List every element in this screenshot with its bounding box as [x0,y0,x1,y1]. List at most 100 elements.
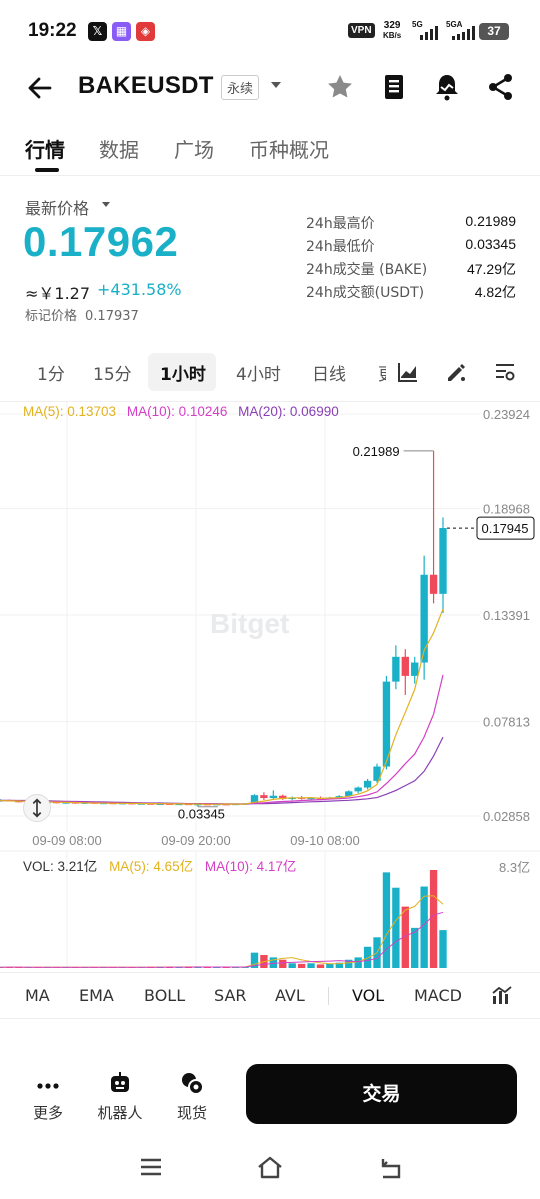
indicator-boll[interactable]: BOLL [144,986,186,1005]
indicator-ma[interactable]: MA [25,986,50,1005]
interval-15m[interactable]: 15分 [93,365,132,385]
candle-body [429,574,438,594]
volume-bar [401,906,409,968]
interval-1m[interactable]: 1分 [37,365,65,385]
expand-vertical-icon[interactable] [23,794,51,822]
volume-bar [288,963,296,968]
chart-settings-icon[interactable] [493,360,517,384]
vol-legend: VOL: 3.21亿 MA(5): 4.65亿 MA(10): 4.17亿 [23,855,304,875]
stat-value: 4.82亿 [474,284,516,300]
candle-body [222,804,230,806]
candle-body [279,795,287,799]
ma-legend: MA(5): 0.13703 MA(10): 0.10246 MA(20): 0… [23,404,346,419]
back-arrow-icon[interactable] [26,74,54,102]
indicator-sar[interactable]: SAR [214,986,247,1005]
tab-market[interactable]: 行情 [25,138,65,162]
price-axis-tick: 0.07813 [483,714,530,729]
stat-value: 0.21989 [465,213,516,229]
tab-square[interactable]: 广场 [174,138,214,162]
signal-label-1: 5G [412,20,423,29]
last-price-label[interactable]: 最新价格 [25,199,90,218]
candle-body [345,791,353,797]
candle-body [363,780,372,788]
mark-price-label: 标记价格 [25,309,78,324]
share-icon[interactable] [486,72,516,102]
draw-tool-icon[interactable] [444,360,468,384]
stat-label: 24h成交量 (BAKE) [306,262,428,278]
price-axis-tick: 0.13391 [483,608,530,623]
top-header: BAKEUSDT 永续 [0,64,540,114]
robot-label: 机器人 [97,1104,143,1122]
time-axis-tick: 09-09 08:00 [32,833,101,848]
alert-bell-icon[interactable] [432,72,462,102]
indicator-avl[interactable]: AVL [275,986,305,1005]
cny-price: ≈￥1.27 [25,284,91,303]
price-type-dropdown-icon[interactable] [102,202,110,207]
candle-body [392,656,400,682]
bitget-watermark: Bitget [210,608,290,639]
stat-row: 24h最低价 0.03345 [306,236,516,259]
vol-axis-max: 8.3亿 [499,860,531,875]
divider [0,175,540,176]
price-axis-tick: 0.02858 [483,809,530,824]
price-axis-tick: 0.18968 [483,502,530,517]
ma10-value: MA(10): 0.10246 [126,404,228,419]
x-app-icon: 𝕏 [88,22,107,41]
indicator-ema[interactable]: EMA [79,986,114,1005]
interval-1h[interactable]: 1小时 [160,365,206,385]
vol-ma10-line [0,911,444,968]
candle-body [382,681,391,767]
volume-bar [222,967,230,968]
back-nav-icon[interactable] [377,1154,403,1180]
signal-label-2: 5GA [446,20,463,29]
indicator-macd[interactable]: MACD [414,986,462,1005]
tab-data[interactable]: 数据 [99,138,139,162]
volume-bar [335,962,343,968]
app-icon: ▦ [112,22,131,41]
volume-bar [316,964,325,968]
volume-bar [411,927,419,968]
robot-button[interactable]: 机器人 [90,1064,150,1123]
stat-label: 24h最低价 [306,239,375,255]
menu-nav-icon[interactable] [138,1154,164,1180]
volume-bar [279,959,287,968]
status-time: 19:22 [28,20,77,41]
volume-bar [307,963,315,968]
tab-coin-overview[interactable]: 币种概况 [249,138,329,162]
pair-title[interactable]: BAKEUSDT [78,72,214,99]
current-price-tag-box [476,516,535,540]
spot-button[interactable]: 现货 [162,1064,222,1123]
star-icon[interactable] [325,72,355,102]
volume-bar [382,872,391,968]
main-tabs: 行情 数据 广场 币种概况 [0,128,540,174]
ma5-line [0,608,444,805]
mark-price-value: 0.17937 [85,309,139,324]
stat-row: 24h最高价 0.21989 [306,213,516,236]
volume-bar [363,946,372,968]
signal-bars-icon [420,26,438,40]
pair-dropdown-icon[interactable] [271,82,281,88]
interval-bar: 1分 15分 1小时 4小时 日线 更 [0,352,540,392]
chart-type-icon[interactable] [396,360,420,384]
stat-label: 24h最高价 [306,216,375,232]
volume-bar [439,930,447,968]
trade-button[interactable]: 交易 [246,1064,517,1124]
last-price: 0.17962 [23,218,179,265]
candlestick-chart[interactable]: 0.23924 0.18968 0.13391 0.07813 0.02858 09-09… [0,402,540,972]
candle-body [62,802,70,804]
current-price-tag: 0.17945 [482,521,529,536]
mark-price: 标记价格 0.17937 [25,305,139,324]
interval-1d[interactable]: 日线 [312,365,346,385]
more-button[interactable]: 更多 [18,1064,78,1123]
volume-bar [420,886,428,968]
home-nav-icon[interactable] [256,1154,284,1180]
indicator-vol[interactable]: VOL [352,986,385,1005]
notebook-icon[interactable] [379,72,409,102]
volume-bar [392,887,400,968]
interval-4h[interactable]: 4小时 [236,365,281,385]
indicator-settings-icon[interactable] [491,984,513,1006]
tab-active-indicator [35,168,59,172]
system-nav-bar [0,1140,540,1199]
volume-bar [269,957,278,968]
interval-more[interactable]: 更 [378,360,386,385]
